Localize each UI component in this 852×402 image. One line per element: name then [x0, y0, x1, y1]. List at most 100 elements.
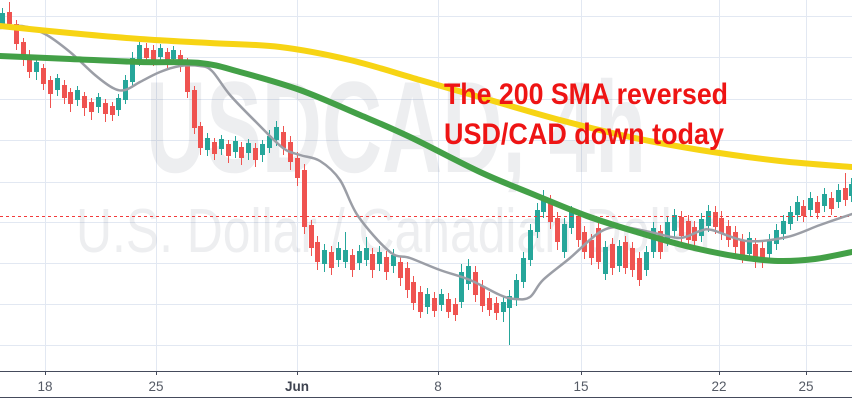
sma-gray-short: [0, 24, 852, 301]
candle-down: [350, 255, 355, 270]
candle-down: [494, 303, 499, 313]
candle-down: [843, 188, 848, 200]
candle-down: [576, 216, 581, 240]
candle-up: [336, 248, 341, 260]
candle-up: [795, 202, 800, 215]
candle-down: [418, 292, 423, 312]
candle-down: [740, 240, 745, 256]
candle-up: [788, 212, 793, 224]
x-axis-label: 25: [798, 379, 813, 394]
candle-up: [55, 78, 60, 90]
annotation-line-2: USD/CAD down today: [444, 118, 724, 151]
candle-down: [548, 200, 553, 222]
candle-down: [623, 242, 628, 268]
candle-up: [0, 13, 5, 24]
x-axis[interactable]: 18 25 Jun 8 15 22 25: [0, 371, 852, 402]
candle-down: [253, 148, 258, 160]
candle-up: [158, 48, 163, 57]
candle-up: [171, 50, 176, 59]
candle-down: [630, 248, 635, 270]
candle-down: [21, 42, 26, 58]
candle-up: [822, 194, 827, 206]
candle-up: [205, 138, 210, 150]
candle-down: [302, 170, 307, 227]
x-axis-label: 18: [37, 379, 52, 394]
candle-down: [165, 52, 170, 62]
candle-down: [753, 244, 758, 258]
candle-up: [767, 240, 772, 254]
candle-down: [487, 298, 492, 310]
candle-down: [719, 218, 724, 233]
candle-down: [589, 240, 594, 258]
candle-down: [760, 248, 765, 262]
candle-up: [774, 230, 779, 244]
candle-up: [219, 139, 224, 149]
x-axis-label: 8: [434, 379, 442, 394]
candle-up: [34, 62, 39, 72]
candle-down: [192, 90, 197, 128]
candle-up: [617, 246, 622, 266]
candle-down: [68, 92, 73, 104]
candle-down: [89, 102, 94, 112]
candle-up: [357, 251, 362, 263]
candle-up: [96, 97, 101, 107]
candle-down: [144, 48, 149, 58]
candle-up: [233, 141, 238, 152]
candle-down: [14, 24, 19, 44]
candle-down: [384, 257, 389, 272]
candle-down: [679, 217, 684, 236]
candle-up: [246, 143, 251, 153]
candle-up: [849, 184, 852, 196]
candle-down: [329, 252, 334, 268]
candle-up: [562, 224, 567, 252]
candle-down: [48, 80, 53, 94]
candle-down: [446, 299, 451, 312]
candle-down: [41, 68, 46, 84]
candle-down: [103, 103, 108, 114]
x-axis-label: 22: [711, 379, 726, 394]
candle-up: [672, 215, 677, 231]
candle-down: [726, 226, 731, 240]
watermark-symbol: USDCAD, 4h: [146, 54, 646, 200]
candle-down: [686, 221, 691, 240]
candle-up: [699, 219, 704, 236]
candle-up: [322, 250, 327, 264]
candle-up: [116, 98, 121, 110]
candle-up: [514, 280, 519, 300]
candle-up: [459, 272, 464, 302]
candle-up: [507, 296, 512, 308]
candle-up: [541, 197, 546, 212]
x-axis-label: Jun: [285, 379, 309, 394]
candle-up: [665, 222, 670, 240]
candle-down: [453, 304, 458, 315]
candle-down: [801, 206, 806, 216]
candle-up: [808, 198, 813, 210]
candle-up: [466, 266, 471, 284]
candle-down: [815, 202, 820, 213]
candle-down: [295, 158, 300, 178]
candle-down: [432, 298, 437, 311]
candle-down: [582, 232, 587, 252]
x-axis-label: 15: [573, 379, 588, 394]
candle-down: [62, 85, 67, 98]
x-axis-label: 25: [148, 379, 163, 394]
sma-yellow-200: [0, 23, 852, 170]
candle-up: [644, 252, 649, 270]
candle-up: [343, 250, 348, 262]
candle-down: [239, 147, 244, 158]
candle-down: [198, 126, 203, 148]
candle-down: [555, 218, 560, 242]
candle-down: [185, 62, 190, 92]
candle-down: [405, 268, 410, 290]
candle-up: [535, 210, 540, 232]
candle-down: [610, 244, 615, 268]
candle-up: [501, 302, 506, 312]
candle-down: [151, 50, 156, 60]
candle-down: [829, 198, 834, 209]
candle-down: [110, 106, 115, 115]
candle-up: [260, 144, 265, 155]
plot-layer: [0, 2, 852, 345]
candle-down: [309, 225, 314, 248]
sma-green: [0, 53, 852, 265]
